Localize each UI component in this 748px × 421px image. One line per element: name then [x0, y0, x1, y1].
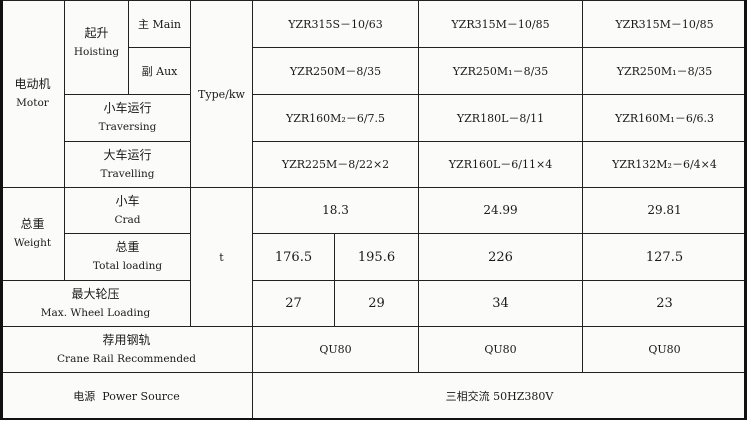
aux-value-2: YZR250M₁－8/35: [418, 47, 583, 95]
wheel-value-3: 34: [418, 280, 583, 327]
hoisting-cn: 起升: [84, 25, 109, 40]
wheel-value-2: 29: [334, 280, 419, 327]
aux-label: 副 Aux: [128, 47, 191, 95]
weight-cn: 总重: [20, 217, 45, 231]
total-loading-label: 总重 Total loading: [64, 233, 191, 281]
rail-value-2: QU80: [418, 326, 583, 373]
rail-cn: 荐用钢轨: [102, 332, 151, 347]
rail-value-1: QU80: [252, 326, 419, 373]
traversing-en: Traversing: [98, 121, 157, 133]
wheel-cn: 最大轮压: [71, 286, 120, 301]
total-cn: 总重: [115, 240, 140, 254]
travelling-en: Travelling: [100, 167, 155, 180]
traversing-value-2: YZR180L－8/11: [418, 94, 583, 142]
weight-unit: t: [190, 187, 253, 327]
total-value-4: 127.5: [582, 233, 747, 281]
crad-value-2: 24.99: [418, 187, 583, 234]
crad-en: Crad: [114, 213, 141, 226]
weight-unit-text: t: [219, 250, 224, 264]
crad-value-3: 29.81: [582, 187, 747, 234]
aux-value-1: YZR250M－8/35: [252, 47, 419, 95]
travelling-value-2: YZR160L－6/11×4: [418, 141, 583, 188]
total-value-1: 176.5: [252, 233, 335, 281]
hoisting-en: Hoisting: [73, 45, 120, 58]
power-value: 三相交流 50HZ380V: [252, 372, 747, 420]
main-text: 主 Main: [138, 17, 181, 31]
main-value-1: YZR315S－10/63: [252, 0, 419, 48]
crad-label: 小车 Crad: [64, 187, 191, 234]
rail-label: 荐用钢轨 Crane Rail Recommended: [0, 326, 253, 373]
wheel-value-1: 27: [252, 280, 335, 327]
hoisting-label: 起升 Hoisting: [64, 0, 129, 95]
rail-value-3: QU80: [582, 326, 747, 373]
wheel-en: Max. Wheel Loading: [40, 306, 151, 319]
travelling-value-1: YZR225M－8/22×2: [252, 141, 419, 188]
power-label: 电源 Power Source: [0, 372, 253, 420]
traversing-value-1: YZR160M₂－6/7.5: [252, 94, 419, 142]
wheel-value-4: 23: [582, 280, 747, 327]
total-value-2: 195.6: [334, 233, 419, 281]
main-value-2: YZR315M－10/85: [418, 0, 583, 48]
crad-cn: 小车: [115, 193, 140, 208]
wheel-label: 最大轮压 Max. Wheel Loading: [0, 280, 191, 327]
aux-value-3: YZR250M₁－8/35: [582, 47, 747, 95]
travelling-value-3: YZR132M₂－6/4×4: [582, 141, 747, 188]
rail-en: Crane Rail Recommended: [57, 352, 196, 365]
traversing-cn: 小车运行: [103, 101, 152, 115]
main-label: 主 Main: [128, 0, 191, 48]
main-value-3: YZR315M－10/85: [582, 0, 747, 48]
aux-text: 副 Aux: [141, 64, 178, 78]
weight-label: 总重 Weight: [0, 187, 65, 281]
motor-unit: Type/kw: [190, 0, 253, 188]
traversing-value-3: YZR160M₁－6/6.3: [582, 94, 747, 142]
motor-label: 电动机 Motor: [0, 0, 65, 188]
motor-label-en: Motor: [16, 97, 49, 109]
total-en: Total loading: [92, 260, 163, 272]
total-value-3: 226: [418, 233, 583, 281]
traversing-label: 小车运行 Traversing: [64, 94, 191, 142]
weight-en: Weight: [13, 237, 52, 249]
travelling-label: 大车运行 Travelling: [64, 141, 191, 188]
travelling-cn: 大车运行: [103, 147, 152, 162]
motor-unit-text: Type/kw: [198, 87, 245, 101]
crad-value-1: 18.3: [252, 187, 419, 234]
motor-label-cn: 电动机: [14, 77, 51, 91]
